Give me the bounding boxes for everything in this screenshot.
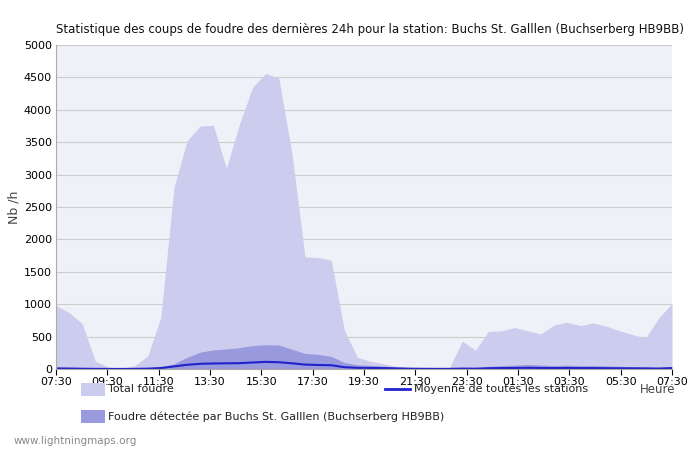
Y-axis label: Nb /h: Nb /h	[8, 190, 21, 224]
Text: Foudre détectée par Buchs St. Galllen (Buchserberg HB9BB): Foudre détectée par Buchs St. Galllen (B…	[108, 411, 444, 422]
Text: Statistique des coups de foudre des dernières 24h pour la station: Buchs St. Gal: Statistique des coups de foudre des dern…	[56, 23, 684, 36]
Text: www.lightningmaps.org: www.lightningmaps.org	[14, 436, 137, 446]
Text: Total foudre: Total foudre	[108, 384, 174, 394]
Text: Heure: Heure	[640, 383, 676, 396]
Text: Moyenne de toutes les stations: Moyenne de toutes les stations	[414, 384, 589, 394]
